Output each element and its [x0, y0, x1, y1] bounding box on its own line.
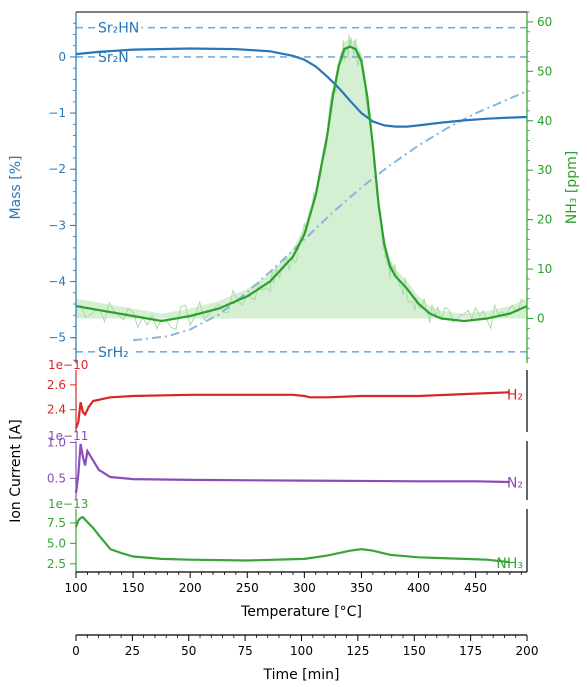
- ammonia-tick-label: 10: [537, 262, 552, 276]
- ammonia-tick-label: 7.5: [47, 516, 66, 530]
- hydrogen-series-label: H₂: [507, 388, 523, 404]
- time-tick-label: 75: [237, 644, 252, 658]
- time-tick-label: 50: [181, 644, 196, 658]
- time-tick-label: 175: [459, 644, 482, 658]
- time-tick-label: 200: [516, 644, 539, 658]
- ammonia-ion-line: [74, 515, 511, 564]
- reference-label-bg: [96, 20, 142, 37]
- ammonia-axis-label: NH₃ [ppm]: [564, 151, 580, 224]
- reference-label: SrH₂: [98, 345, 129, 361]
- temperature-tick-label: 250: [236, 581, 259, 595]
- hydrogen-multiplier: 1e−10: [48, 358, 88, 372]
- temperature-tick-label: 150: [122, 581, 145, 595]
- ammonia-series-label: NH₃: [496, 556, 523, 572]
- ammonia-tick-label: 5.0: [47, 536, 66, 550]
- temperature-axis-label: Temperature [°C]: [240, 604, 362, 620]
- hydrogen-ion-line: [74, 391, 510, 429]
- reference-label-bg: [96, 344, 131, 361]
- ion-current-axis-label: Ion Current [A]: [8, 419, 24, 523]
- hydrogen-tick-label: 2.4: [47, 403, 66, 417]
- nitrogen-multiplier: 1e−11: [48, 429, 88, 443]
- ammonia-tick-label: 60: [537, 15, 552, 29]
- time-tick-label: 25: [125, 644, 140, 658]
- time-tick-label: 100: [290, 644, 313, 658]
- temperature-tick-label: 300: [293, 581, 316, 595]
- temperature-tick-label: 400: [407, 581, 430, 595]
- mass-tick-label: −4: [48, 275, 66, 289]
- ammonia-tick-label: 50: [537, 64, 552, 78]
- ammonia-ppm-line: [75, 45, 528, 323]
- mass-tick-label: −1: [48, 106, 66, 120]
- mass-tick-label: −5: [48, 331, 66, 345]
- nitrogen-tick-label: 1.0: [47, 435, 66, 449]
- time-tick-label: 150: [403, 644, 426, 658]
- ammonia-tick-label: 30: [537, 163, 552, 177]
- nitrogen-series-label: N₂: [507, 475, 523, 491]
- temperature-tick-label: 100: [65, 581, 88, 595]
- nitrogen-ion-line: [74, 443, 510, 493]
- ammonia-multiplier: 1e−13: [48, 497, 88, 511]
- ammonia-tick-label: 0: [537, 312, 545, 326]
- nitrogen-tick-label: 0.5: [47, 471, 66, 485]
- temperature-trend-line: [132, 90, 528, 342]
- time-tick-label: 0: [72, 644, 80, 658]
- ammonia-tick-label: 20: [537, 213, 552, 227]
- mass-tick-label: 0: [58, 50, 66, 64]
- ammonia-tick-label: 2.5: [47, 557, 66, 571]
- mass-axis-label: Mass [%]: [8, 156, 24, 220]
- mass-tick-label: −3: [48, 218, 66, 232]
- hydrogen-tick-label: 2.6: [47, 378, 66, 392]
- reference-label-bg: [96, 49, 131, 66]
- reference-label: Sr₂HN: [98, 21, 139, 37]
- ammonia-raw-line: [75, 34, 525, 331]
- mass-line: [75, 47, 528, 128]
- temperature-tick-label: 350: [350, 581, 373, 595]
- temperature-tick-label: 450: [464, 581, 487, 595]
- mass-tick-label: −2: [48, 162, 66, 176]
- ammonia-area: [76, 39, 527, 319]
- reference-label: Sr₂N: [98, 50, 129, 66]
- time-axis-label: Time [min]: [262, 667, 339, 683]
- temperature-tick-label: 200: [179, 581, 202, 595]
- ammonia-tick-label: 40: [537, 114, 552, 128]
- time-tick-label: 125: [346, 644, 369, 658]
